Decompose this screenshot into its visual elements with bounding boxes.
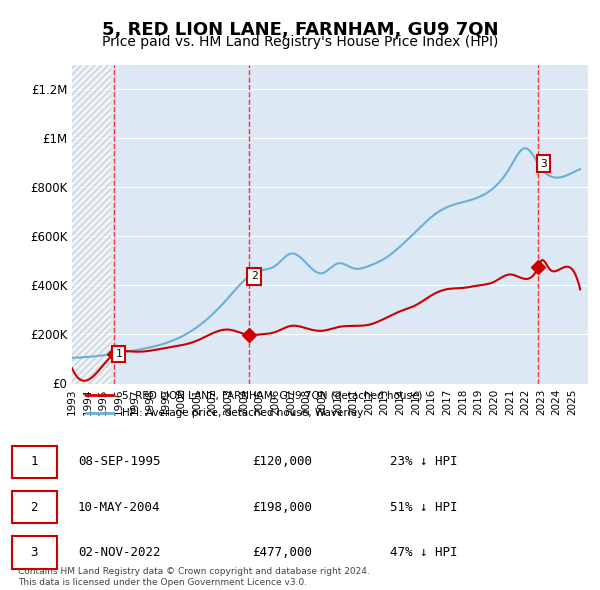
Text: 5, RED LION LANE, FARNHAM, GU9 7QN (detached house): 5, RED LION LANE, FARNHAM, GU9 7QN (deta… [122, 391, 422, 400]
Text: 2: 2 [31, 501, 38, 514]
Text: £120,000: £120,000 [252, 455, 312, 468]
Text: 3: 3 [540, 159, 547, 169]
Text: 1: 1 [31, 455, 38, 468]
Text: HPI: Average price, detached house, Waverley: HPI: Average price, detached house, Wave… [122, 408, 364, 418]
Text: 23% ↓ HPI: 23% ↓ HPI [390, 455, 458, 468]
Text: 47% ↓ HPI: 47% ↓ HPI [390, 546, 458, 559]
Text: £477,000: £477,000 [252, 546, 312, 559]
Text: 1: 1 [115, 349, 122, 359]
Text: 51% ↓ HPI: 51% ↓ HPI [390, 501, 458, 514]
FancyBboxPatch shape [12, 491, 57, 523]
Bar [72, 65, 111, 384]
Text: 08-SEP-1995: 08-SEP-1995 [78, 455, 161, 468]
FancyBboxPatch shape [12, 445, 57, 478]
Text: 02-NOV-2022: 02-NOV-2022 [78, 546, 161, 559]
Text: 3: 3 [31, 546, 38, 559]
FancyBboxPatch shape [12, 536, 57, 569]
Text: £198,000: £198,000 [252, 501, 312, 514]
Text: Price paid vs. HM Land Registry's House Price Index (HPI): Price paid vs. HM Land Registry's House … [102, 35, 498, 50]
Text: 5, RED LION LANE, FARNHAM, GU9 7QN: 5, RED LION LANE, FARNHAM, GU9 7QN [102, 21, 498, 39]
Text: Contains HM Land Registry data © Crown copyright and database right 2024.
This d: Contains HM Land Registry data © Crown c… [18, 568, 370, 586]
Text: 10-MAY-2004: 10-MAY-2004 [78, 501, 161, 514]
Text: 2: 2 [251, 271, 257, 281]
